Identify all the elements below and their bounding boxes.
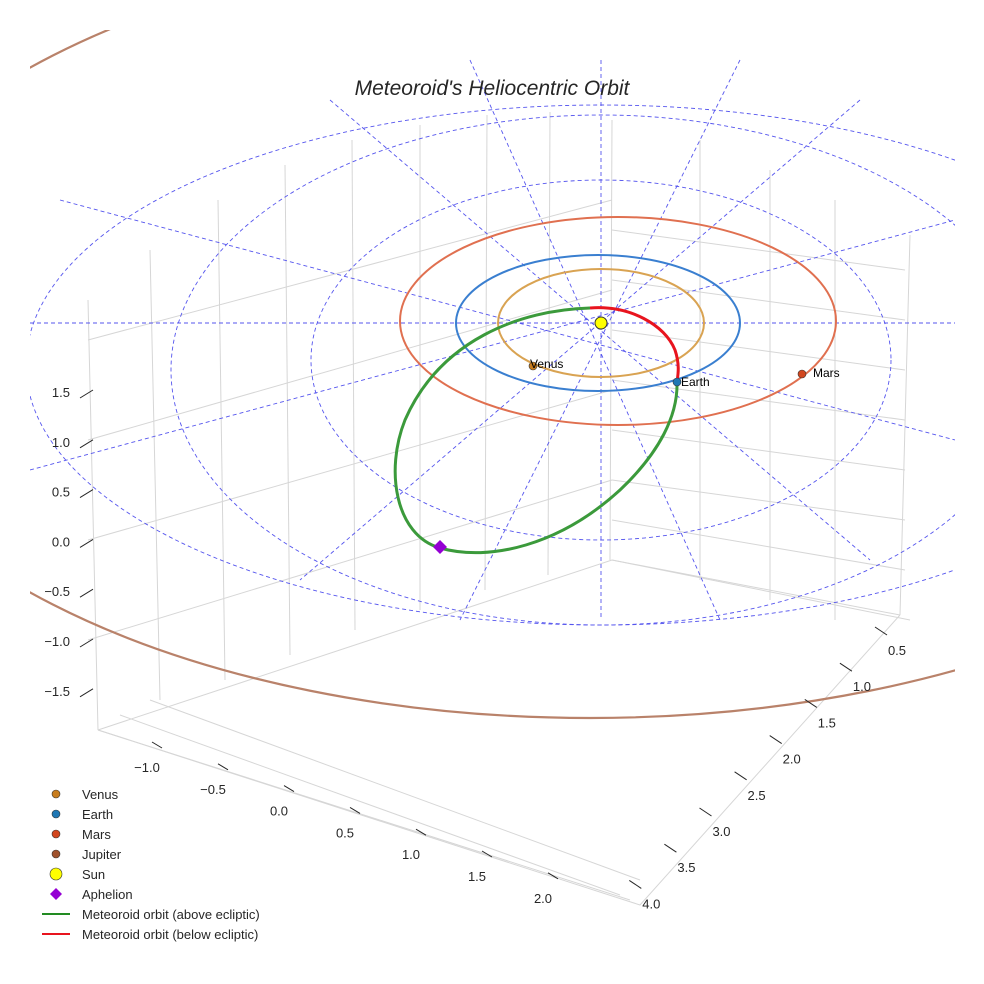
z-tick-mark: [79, 538, 94, 548]
legend-marker: [51, 849, 61, 859]
legend-item: Aphelion: [50, 887, 133, 902]
z-tick-label: 0.0: [52, 534, 70, 549]
legend-label: Sun: [82, 867, 105, 882]
y-tick-mark: [734, 771, 747, 781]
x-tick-mark: [217, 763, 229, 771]
legend-marker: [51, 809, 61, 819]
y-tick-label: 1.5: [818, 715, 836, 730]
x-tick-mark: [547, 872, 559, 880]
legend-label: Aphelion: [82, 887, 133, 902]
z-tick-mark: [79, 588, 94, 598]
legend-label: Meteoroid orbit (below ecliptic): [82, 927, 258, 942]
legend-item: Sun: [49, 867, 105, 882]
mars-marker: [797, 369, 807, 379]
z-tick-label: −0.5: [44, 584, 70, 599]
x-tick-label: 0.5: [336, 825, 354, 840]
x-tick-label: 1.5: [468, 869, 486, 884]
z-tick-mark: [79, 688, 94, 698]
legend-item: Meteoroid orbit (above ecliptic): [42, 907, 260, 922]
earth-label: Earth: [681, 375, 710, 389]
mars-label: Mars: [813, 366, 840, 380]
y-tick-label: 3.5: [677, 860, 695, 875]
y-tick-label: 1.0: [853, 679, 871, 694]
z-tick-label: −1.5: [44, 684, 70, 699]
legend-marker: [50, 888, 62, 900]
y-tick-mark: [629, 879, 642, 889]
y-tick-label: 4.0: [642, 896, 660, 911]
y-tick-mark: [769, 735, 782, 745]
legend-item: Meteoroid orbit (below ecliptic): [42, 927, 258, 942]
x-tick-label: 1.0: [402, 847, 420, 862]
z-tick-label: 0.5: [52, 485, 70, 500]
z-tick-label: 1.5: [52, 385, 70, 400]
z-tick-mark: [79, 439, 94, 449]
x-tick-mark: [415, 828, 427, 836]
sun-marker: [594, 316, 608, 330]
x-tick-label: −1.0: [134, 760, 160, 775]
y-tick-label: 2.0: [783, 752, 801, 767]
meteoroid-orbit-below: [589, 306, 680, 383]
earth-orbit: [455, 254, 741, 392]
legend-label: Meteoroid orbit (above ecliptic): [82, 907, 260, 922]
y-tick-label: 2.5: [748, 788, 766, 803]
legend-label: Jupiter: [82, 847, 122, 862]
aphelion-marker: [433, 540, 447, 554]
ecliptic-grid: [30, 59, 955, 626]
x-tick-mark: [349, 806, 361, 814]
z-tick-label: −1.0: [44, 634, 70, 649]
x-tick-mark: [283, 785, 295, 793]
y-tick-mark: [839, 662, 853, 672]
x-tick-label: 2.0: [534, 891, 552, 906]
y-tick-mark: [664, 843, 677, 853]
y-tick-label: 0.5: [888, 643, 906, 658]
z-tick-mark: [79, 389, 94, 399]
legend-marker: [49, 867, 63, 881]
jupiter-orbit: [30, 30, 955, 719]
legend-label: Venus: [82, 787, 119, 802]
y-tick-mark: [804, 698, 818, 708]
x-tick-mark: [151, 741, 163, 749]
legend-item: Venus: [51, 787, 119, 802]
venus-marker: [528, 361, 538, 371]
meteoroid-orbit-above: [393, 306, 679, 555]
x-tick-label: −0.5: [200, 782, 226, 797]
legend-label: Mars: [82, 827, 111, 842]
legend-marker: [51, 829, 61, 839]
z-tick-mark: [79, 638, 94, 648]
z-tick-mark: [79, 489, 94, 499]
y-tick-mark: [874, 626, 888, 636]
x-tick-mark: [481, 850, 493, 858]
chart-title: Meteoroid's Heliocentric Orbit: [355, 77, 631, 100]
venus-orbit: [497, 268, 705, 378]
y-tick-label: 3.0: [712, 824, 730, 839]
mars-orbit: [399, 216, 837, 426]
legend-item: Earth: [51, 807, 113, 822]
legend-item: Mars: [51, 827, 111, 842]
venus-label: Venus: [530, 357, 563, 371]
legend-label: Earth: [82, 807, 113, 822]
earth-marker: [672, 377, 682, 387]
x-tick-label: 0.0: [270, 804, 288, 819]
pane-grid: [87, 111, 911, 906]
legend-item: Jupiter: [51, 847, 122, 862]
legend-marker: [51, 789, 61, 799]
y-tick-mark: [699, 807, 712, 817]
z-tick-label: 1.0: [52, 435, 70, 450]
